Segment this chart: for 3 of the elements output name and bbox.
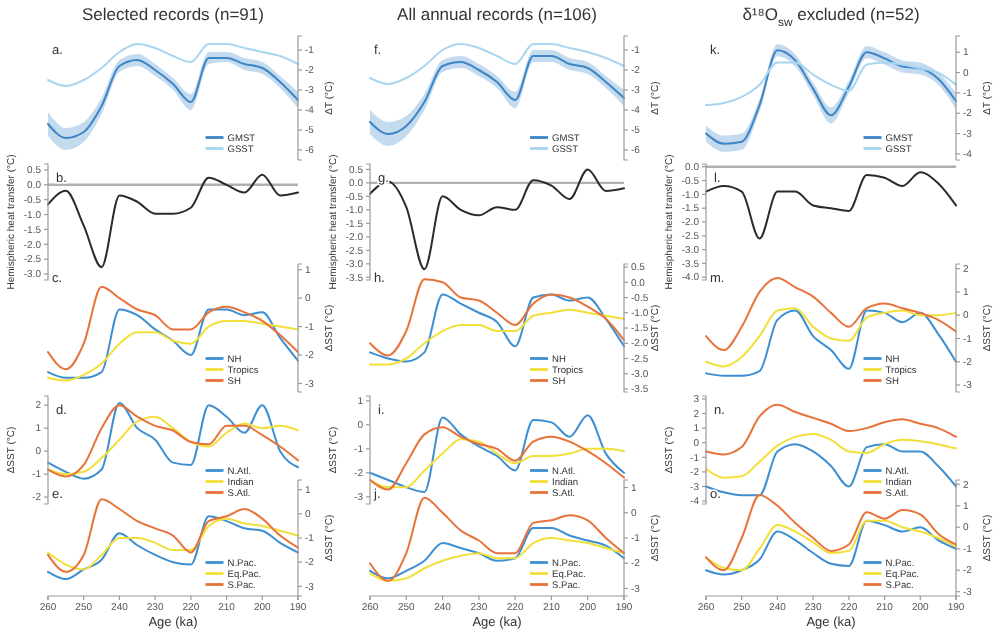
chart-title: δ¹⁸O$_{sw}$ excluded (n=52) — [742, 4, 920, 30]
chart-title: All annual records (n=106) — [397, 4, 598, 24]
chart-title: Selected records (n=91) — [82, 4, 265, 24]
